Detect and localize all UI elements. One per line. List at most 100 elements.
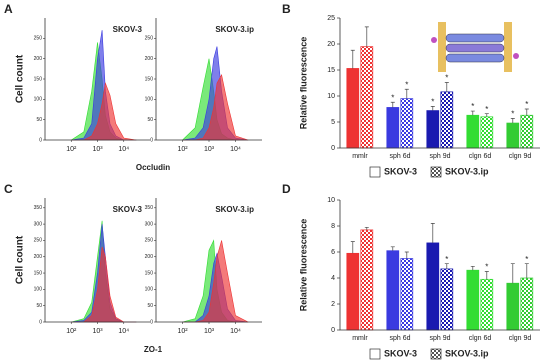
x-axis-label: Occludin (136, 163, 170, 172)
error-bar (444, 263, 449, 269)
significance-mark: * (485, 105, 488, 114)
x-tick-label: 10³ (92, 146, 103, 153)
legend-label: SKOV-3 (384, 348, 417, 358)
node (431, 37, 437, 43)
error-bar (364, 226, 369, 230)
bar (440, 268, 454, 331)
error-bar (430, 106, 435, 111)
bar (426, 242, 440, 331)
legend-swatch (369, 348, 381, 360)
x-tick-label: sph 9d (429, 335, 450, 342)
legend-label: SKOV-3 (384, 166, 417, 176)
y-tick-label: 200 (34, 56, 43, 62)
error-bar (390, 246, 395, 251)
error-bar (510, 118, 515, 124)
x-tick-label: 10² (66, 146, 77, 153)
significance-mark: * (445, 255, 448, 264)
y-tick-label: 100 (145, 287, 154, 293)
y-tick-label: 0 (39, 319, 42, 325)
axis-frame (339, 200, 540, 331)
x-tick-label: clgn 6d (469, 153, 492, 160)
y-tick-label: 0 (331, 145, 335, 152)
x-tick-label: mmlr (352, 335, 368, 342)
y-tick-label: 50 (36, 117, 42, 123)
protein (445, 53, 505, 63)
bar (506, 282, 520, 331)
y-tick-label: 10 (327, 197, 335, 204)
y-tick-label: 100 (145, 97, 154, 103)
node (513, 53, 519, 59)
y-tick-label: 200 (145, 254, 154, 260)
x-tick-label: 10³ (204, 146, 215, 153)
y-tick-label: 350 (34, 205, 43, 211)
y-tick-label: 8 (331, 223, 335, 230)
x-tick-label: 10² (177, 328, 188, 335)
error-bar (484, 113, 489, 117)
significance-mark: * (471, 102, 474, 111)
subplot-title: SKOV-3.ip (215, 205, 254, 214)
x-tick-label: sph 6d (389, 335, 410, 342)
x-axis-label: ZO-1 (144, 345, 163, 354)
membrane (504, 22, 512, 72)
y-tick-label: 350 (145, 205, 154, 211)
y-tick-label: 5 (331, 119, 335, 126)
panel-label: C (4, 182, 13, 196)
y-tick-label: 0 (150, 137, 153, 143)
bar (386, 107, 400, 149)
bar (440, 91, 454, 149)
subplot-title: SKOV-3 (113, 205, 143, 214)
y-axis-label: Cell count (15, 54, 26, 103)
bar (400, 258, 414, 331)
y-axis-label: Cell count (15, 235, 26, 284)
y-tick-label: 200 (145, 56, 154, 62)
x-tick-label: sph 9d (429, 153, 450, 160)
protein (445, 43, 505, 53)
bar (346, 252, 360, 331)
significance-mark: * (391, 93, 394, 102)
y-tick-label: 250 (145, 238, 154, 244)
x-tick-label: 10⁴ (118, 328, 129, 335)
x-tick-label: 10⁴ (118, 146, 129, 153)
y-axis-label: Relative fluorescence (298, 37, 308, 130)
x-tick-label: sph 6d (389, 153, 410, 160)
subplot-title: SKOV-3.ip (215, 25, 254, 34)
error-bar (524, 108, 529, 116)
significance-mark: * (485, 263, 488, 272)
significance-mark: * (511, 109, 514, 118)
histogram (71, 246, 137, 323)
error-bar (364, 26, 369, 47)
bar (520, 277, 534, 331)
y-tick-label: 4 (331, 275, 335, 282)
x-tick-label: 10³ (204, 328, 215, 335)
legend-label: SKOV-3.ip (445, 348, 489, 358)
bar (520, 114, 534, 149)
error-bar (444, 82, 449, 92)
y-tick-label: 15 (327, 67, 335, 74)
y-tick-label: 10 (327, 93, 335, 100)
significance-mark: * (445, 74, 448, 83)
y-tick-label: 300 (145, 221, 154, 227)
y-tick-label: 250 (34, 36, 43, 42)
subplot-title: SKOV-3 (113, 25, 143, 34)
x-tick-label: 10⁴ (230, 328, 241, 335)
x-tick-label: 10⁴ (230, 146, 241, 153)
bar (480, 116, 494, 149)
legend-swatch (369, 166, 381, 178)
y-tick-label: 150 (34, 76, 43, 82)
bar (466, 269, 480, 331)
x-tick-label: 10² (66, 328, 77, 335)
y-tick-label: 2 (331, 301, 335, 308)
significance-mark: * (525, 100, 528, 109)
protein (445, 33, 505, 43)
error-bar (404, 88, 409, 99)
y-tick-label: 6 (331, 249, 335, 256)
y-tick-label: 50 (147, 117, 153, 123)
y-tick-label: 100 (34, 97, 43, 103)
x-tick-label: mmlr (352, 153, 368, 160)
legend-swatch (430, 166, 442, 178)
bar (426, 110, 440, 149)
y-tick-label: 0 (331, 327, 335, 334)
histogram (182, 240, 249, 323)
panel-label: D (282, 182, 291, 196)
